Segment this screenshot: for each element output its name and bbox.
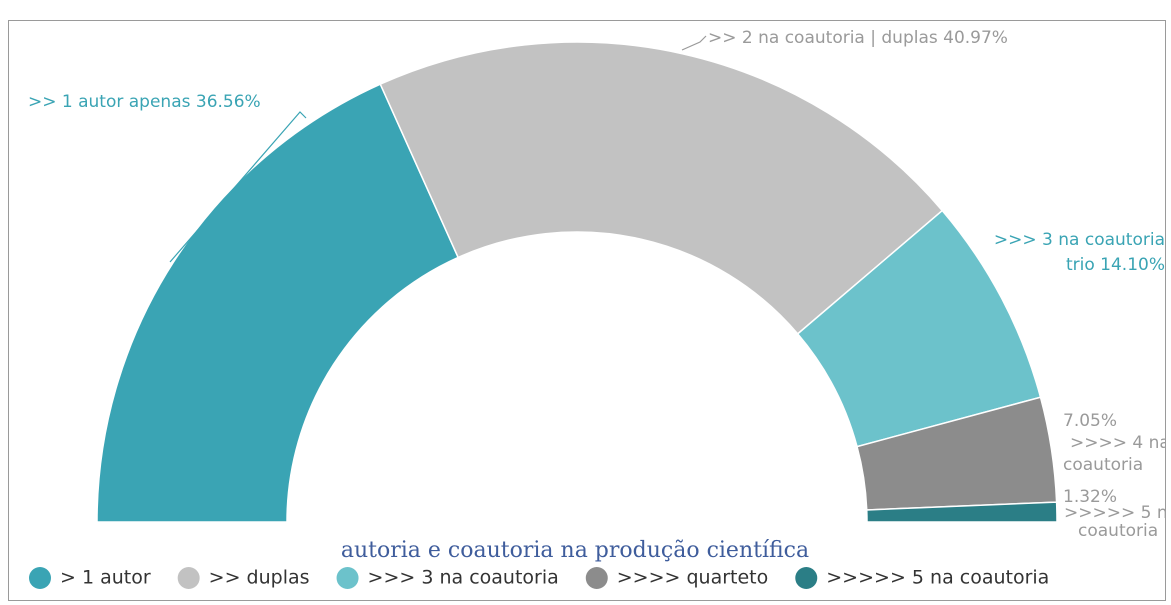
legend-label: > 1 autor: [60, 567, 151, 589]
value-label: 7.05%: [1063, 411, 1117, 431]
legend-label: >>>> quarteto: [617, 567, 769, 589]
legend-label: >>> 3 na coautoria: [368, 567, 559, 589]
legend-label: >>>>> 5 na coautoria: [826, 567, 1049, 589]
center-text: autoria e coautoria na produção científi…: [341, 538, 809, 563]
slice-label: >> 2 na coautoria | duplas 40.97%: [708, 28, 1008, 48]
plot: >> 1 autor apenas 36.56% >> 2 na coautori…: [28, 28, 1171, 589]
value-label: 36.56%: [196, 92, 261, 112]
value-label: 40.97%: [943, 28, 1008, 48]
slice: [865, 501, 1058, 523]
slice-label: >>> 3 na coautoria: [994, 230, 1165, 250]
legend-swatch: [336, 567, 359, 589]
slice: [96, 83, 460, 523]
slice-label: >>>> 4 na: [1070, 433, 1170, 453]
legend-swatch: [795, 567, 818, 589]
slice-label-text: >> 1 autor apenas: [28, 92, 191, 112]
slice-label-text: >>> 3 na coautoria: [994, 230, 1165, 250]
slice-label-text: >>>>> 5 na: [1064, 503, 1171, 523]
leader: [169, 111, 307, 263]
slice-label-text: trio: [1066, 255, 1095, 275]
leader: [681, 35, 707, 51]
slice-label: >> 1 autor apenas 36.56%: [28, 92, 261, 112]
legend-label: >> duplas: [209, 567, 310, 589]
value-label: 1.32%: [1063, 487, 1117, 507]
slice-label: trio 14.10%: [1066, 255, 1165, 275]
legend-swatch: [29, 567, 51, 589]
slice-label: coautoria: [1063, 455, 1143, 475]
slice-label: coautoria: [1078, 521, 1158, 541]
slice-label-text: coautoria: [1063, 455, 1143, 475]
slice-label-text: coautoria: [1078, 521, 1158, 541]
legend-swatch: [177, 567, 200, 589]
legend-swatch: [585, 567, 608, 589]
slice-label-text: >> 2 na coautoria | duplas: [708, 28, 938, 48]
slice-label-text: >>>> 4 na: [1070, 433, 1170, 453]
slice-label: >>>>> 5 na: [1064, 503, 1171, 523]
value-label: 14.10%: [1100, 255, 1165, 275]
slice: [379, 41, 944, 335]
